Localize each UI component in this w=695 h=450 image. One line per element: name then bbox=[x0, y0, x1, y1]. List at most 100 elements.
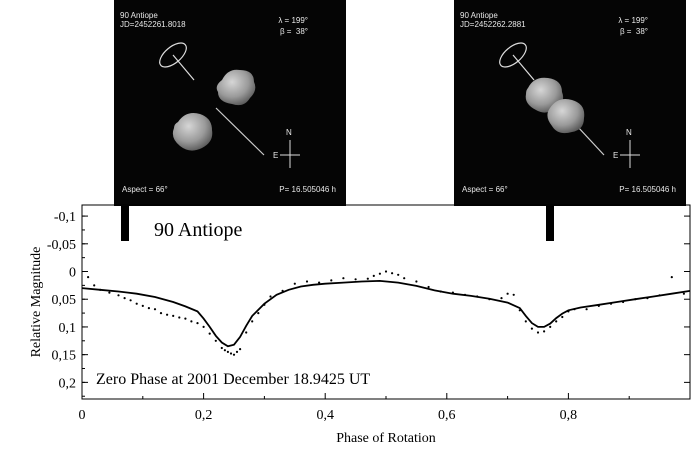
y-tick-label: 0,2 bbox=[59, 376, 77, 391]
observation-point bbox=[567, 310, 570, 313]
x-tick-label: 0,4 bbox=[316, 408, 334, 423]
observation-point bbox=[93, 284, 96, 287]
observation-point bbox=[251, 320, 254, 323]
x-tick-label: 0,8 bbox=[560, 408, 578, 423]
observation-point bbox=[524, 320, 527, 323]
observation-point bbox=[397, 273, 400, 276]
observation-point bbox=[609, 302, 613, 305]
observation-point bbox=[166, 313, 169, 316]
model-curve bbox=[81, 279, 691, 348]
observation-point bbox=[427, 285, 430, 289]
observation-point bbox=[463, 293, 467, 296]
compass-east: E bbox=[613, 151, 619, 160]
observation-point bbox=[87, 276, 90, 279]
x-tick-label: 0 bbox=[79, 408, 86, 423]
observation-point bbox=[391, 272, 394, 275]
observation-point bbox=[439, 290, 442, 293]
compass-north: N bbox=[626, 128, 632, 137]
phase-marker bbox=[120, 206, 129, 241]
y-tick-label: -0,1 bbox=[54, 210, 76, 225]
panel-lambda: λ = 199° bbox=[278, 16, 308, 25]
observation-point bbox=[117, 294, 120, 297]
y-axis-title: Relative Magnitude bbox=[29, 247, 44, 358]
observation-point bbox=[214, 339, 217, 342]
observation-point bbox=[573, 308, 576, 311]
observation-point bbox=[196, 322, 199, 325]
observation-point bbox=[235, 350, 239, 353]
observation-point bbox=[366, 277, 369, 280]
y-axis: -0,1 -0,05 0 0,05 0,1 0,15 0,2 bbox=[47, 210, 690, 397]
observation-point bbox=[223, 349, 226, 352]
compass-east: E bbox=[273, 151, 279, 160]
observation-point bbox=[518, 309, 521, 312]
phase-marker bbox=[546, 206, 555, 241]
observation-point bbox=[476, 295, 479, 298]
panel-period: P= 16.505046 h bbox=[619, 185, 676, 194]
observation-point bbox=[141, 304, 144, 307]
compass-north: N bbox=[286, 128, 292, 137]
x-axis-title: Phase of Rotation bbox=[336, 431, 436, 446]
observation-point bbox=[372, 274, 375, 277]
observation-point bbox=[530, 327, 534, 330]
panel-asteroid-name: 90 Antiope bbox=[460, 11, 498, 20]
x-tick-label: 0,6 bbox=[438, 408, 456, 423]
observation-point bbox=[555, 320, 558, 323]
observation-point bbox=[342, 277, 345, 280]
observation-point bbox=[129, 299, 132, 302]
model-panel-right: 90 Antiope JD=2452262.2881 λ = 199° β = … bbox=[454, 0, 686, 206]
y-tick-label: -0,05 bbox=[47, 238, 76, 253]
observation-point bbox=[658, 294, 661, 297]
observation-point bbox=[226, 350, 229, 353]
observation-point bbox=[597, 304, 600, 307]
separation-line bbox=[215, 107, 265, 156]
observation-point bbox=[239, 348, 242, 351]
observation-point bbox=[245, 331, 248, 334]
y-tick-label: 0,05 bbox=[52, 293, 77, 308]
observation-point bbox=[536, 331, 540, 334]
y-tick-label: 0,15 bbox=[52, 349, 77, 364]
model-panel-left: 90 Antiope JD=2452261.8018 λ = 199° β = … bbox=[114, 0, 346, 206]
observation-point bbox=[153, 308, 157, 311]
observation-point bbox=[220, 346, 223, 350]
compass-rose bbox=[620, 140, 640, 168]
observation-point bbox=[512, 293, 515, 296]
observation-point bbox=[451, 291, 454, 294]
observation-point bbox=[281, 289, 284, 292]
observation-point bbox=[415, 280, 418, 283]
observation-point bbox=[561, 315, 564, 319]
observation-point bbox=[646, 297, 649, 300]
x-tick-label: 0,2 bbox=[195, 408, 213, 423]
observation-point bbox=[682, 292, 686, 295]
observation-point bbox=[585, 308, 588, 311]
observation-point bbox=[172, 314, 175, 317]
panel-lambda: λ = 199° bbox=[618, 16, 648, 25]
observation-point bbox=[670, 276, 673, 279]
observation-point bbox=[190, 320, 193, 323]
panel-asteroid-name: 90 Antiope bbox=[120, 11, 158, 20]
observation-point bbox=[634, 298, 637, 301]
observation-point bbox=[257, 312, 260, 315]
observation-point bbox=[305, 280, 309, 283]
chart-title: 90 Antiope bbox=[154, 219, 243, 241]
observation-point bbox=[622, 300, 625, 304]
zero-phase-annotation: Zero Phase at 2001 December 18.9425 UT bbox=[96, 371, 371, 388]
panel-julian-date: JD=2452262.2881 bbox=[460, 20, 526, 29]
observation-point bbox=[178, 316, 181, 319]
y-tick-label: 0 bbox=[69, 266, 76, 281]
compass-rose bbox=[280, 140, 300, 168]
observation-point bbox=[208, 332, 211, 335]
observation-point bbox=[108, 291, 111, 294]
spin-axis-ellipse bbox=[159, 42, 195, 81]
observation-point bbox=[202, 325, 205, 328]
panel-aspect: Aspect = 66° bbox=[462, 185, 508, 194]
observation-point bbox=[488, 298, 491, 301]
spin-axis-ellipse bbox=[499, 42, 535, 81]
observation-point bbox=[147, 307, 150, 310]
model-line bbox=[81, 279, 691, 348]
observation-point bbox=[354, 278, 357, 281]
observation-point bbox=[269, 295, 272, 298]
observation-points bbox=[87, 270, 686, 356]
observation-point bbox=[318, 281, 321, 284]
observation-point bbox=[159, 312, 163, 315]
